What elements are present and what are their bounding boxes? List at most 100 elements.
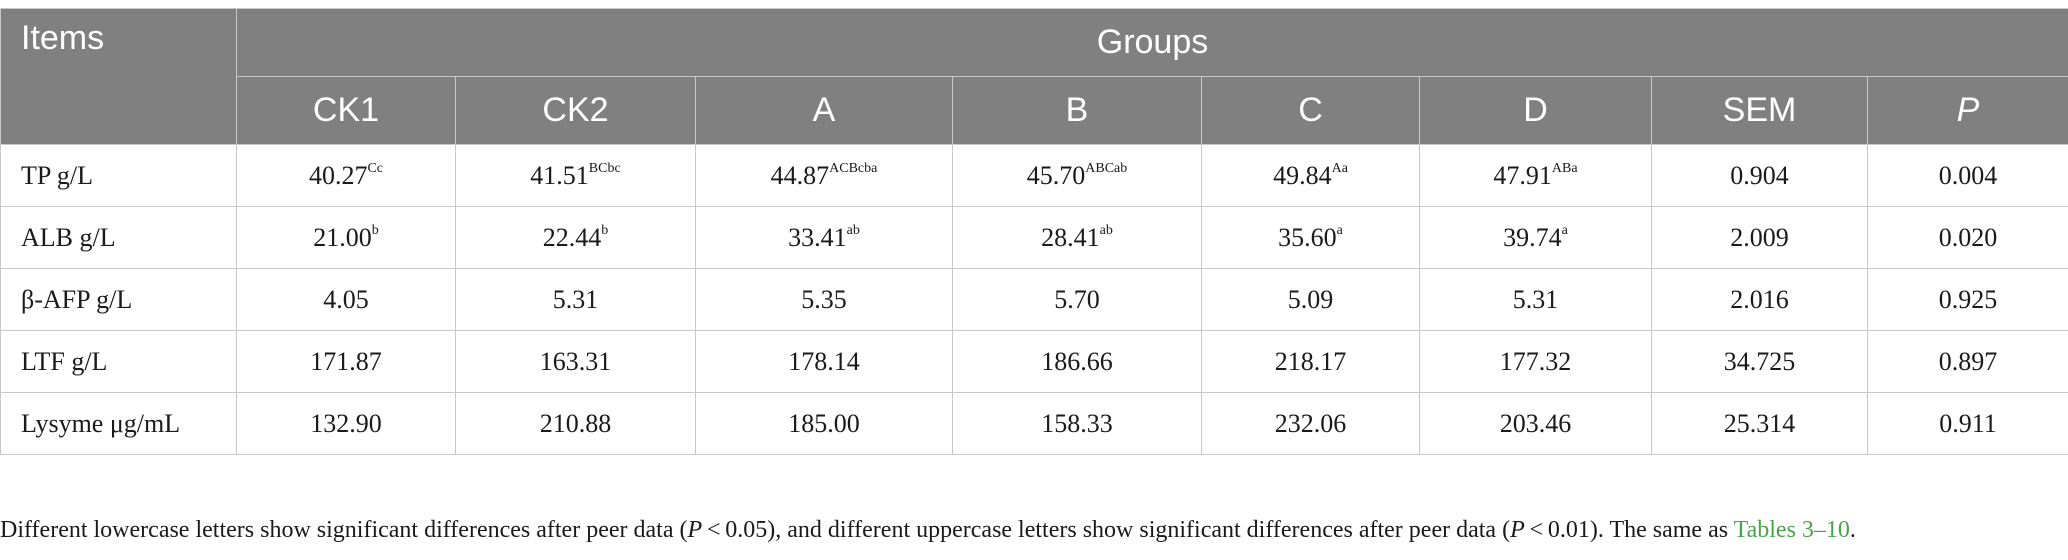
- cell-value: 21.00: [313, 222, 372, 252]
- cell-value: 39.74: [1503, 222, 1562, 252]
- cell-value: 33.41: [788, 222, 847, 252]
- row-label: ALB g/L: [0, 206, 237, 269]
- table-footnote: Different lowercase letters show signifi…: [0, 517, 2068, 544]
- cell-value: 5.70: [1054, 284, 1100, 314]
- results-table-container: Items Groups CK1 CK2 A B C D SEM P TP g/…: [0, 8, 2068, 455]
- cell-value: 25.314: [1723, 408, 1796, 438]
- cell-value: 4.05: [323, 284, 369, 314]
- significance-superscript: BCbc: [588, 160, 621, 176]
- header-row-groups: Items Groups: [0, 8, 2068, 145]
- table-row: β-AFP g/L 4.05 5.31 5.35 5.70 5.09 5.31 2.016 0.…: [0, 268, 2068, 331]
- row-label: β-AFP g/L: [0, 268, 237, 331]
- table-cell: 0.020: [1867, 206, 2068, 269]
- groups-header: Groups: [236, 8, 2068, 77]
- table-cell: 186.66: [952, 330, 1202, 393]
- cell-value: 5.09: [1287, 284, 1334, 314]
- cell-value: 41.51: [530, 160, 589, 190]
- column-header-d: D: [1419, 76, 1652, 145]
- table-cell: 35.60a: [1201, 206, 1420, 269]
- table-cell: 5.31: [455, 268, 696, 331]
- significance-superscript: b: [601, 222, 609, 238]
- table-cell: 47.91ABa: [1419, 144, 1652, 207]
- footnote-p-symbol-1: P: [687, 517, 703, 543]
- significance-superscript: Aa: [1331, 160, 1348, 176]
- table-cell: 5.09: [1201, 268, 1420, 331]
- cell-value: 203.46: [1499, 408, 1572, 438]
- footnote-text-4: .: [1849, 517, 1856, 543]
- cell-value: 44.87: [770, 160, 830, 190]
- table-cell: 218.17: [1201, 330, 1420, 393]
- header-row-columns: CK1 CK2 A B C D SEM P: [1, 76, 2068, 145]
- cell-value: 185.00: [788, 408, 860, 438]
- column-header-ck2: CK2: [455, 76, 696, 145]
- cell-value: 49.84: [1273, 160, 1332, 190]
- cell-value: 47.91: [1493, 160, 1552, 190]
- tables-link[interactable]: Tables 3–10: [1733, 517, 1850, 543]
- significance-superscript: a: [1561, 222, 1568, 238]
- table-cell: 41.51BCbc: [455, 144, 696, 207]
- significance-superscript: ABa: [1551, 160, 1578, 176]
- table-cell: 21.00b: [236, 206, 456, 269]
- table-cell: 39.74a: [1419, 206, 1652, 269]
- cell-value: 5.35: [801, 284, 847, 314]
- row-label: TP g/L: [0, 144, 237, 207]
- cell-value: 2.009: [1730, 222, 1789, 252]
- table-cell: 158.33: [952, 392, 1202, 455]
- cell-value: 0.911: [1939, 408, 1997, 438]
- cell-value: 0.925: [1938, 284, 1998, 314]
- cell-value: 45.70: [1026, 160, 1086, 190]
- column-header-a: A: [695, 76, 953, 145]
- table-row: ALB g/L 21.00b 22.44b 33.41ab 28.41ab 35.60a 3…: [0, 206, 2068, 269]
- table-cell: 45.70ABCab: [952, 144, 1202, 207]
- table-cell: 210.88: [455, 392, 696, 455]
- cell-value: 177.32: [1499, 346, 1572, 376]
- table-cell: 5.70: [952, 268, 1202, 331]
- cell-value: 22.44: [542, 222, 602, 252]
- significance-superscript: Cc: [367, 160, 384, 176]
- table-body: TP g/L 40.27Cc 41.51BCbc 44.87ACBcba 45.70AB…: [0, 144, 2068, 455]
- table-cell: 0.897: [1867, 330, 2068, 393]
- cell-value: 0.904: [1730, 160, 1789, 190]
- table-cell: 0.904: [1651, 144, 1868, 207]
- significance-superscript: ABCab: [1085, 160, 1128, 176]
- table-cell: 34.725: [1651, 330, 1868, 393]
- table-cell: 2.016: [1651, 268, 1868, 331]
- column-header-b: B: [952, 76, 1202, 145]
- table-cell: 25.314: [1651, 392, 1868, 455]
- table-cell: 33.41ab: [695, 206, 953, 269]
- cell-value: 178.14: [788, 346, 860, 376]
- table-cell: 185.00: [695, 392, 953, 455]
- table-cell: 163.31: [455, 330, 696, 393]
- table-cell: 2.009: [1651, 206, 1868, 269]
- table-cell: 171.87: [236, 330, 456, 393]
- cell-value: 186.66: [1041, 346, 1113, 376]
- cell-value: 40.27: [308, 160, 368, 190]
- cell-value: 232.06: [1274, 408, 1347, 438]
- table-cell: 0.925: [1867, 268, 2068, 331]
- footnote-text-2: < 0.05), and different uppercase letters…: [702, 517, 1511, 543]
- table-cell: 4.05: [236, 268, 456, 331]
- column-header-p: P: [1867, 76, 2068, 145]
- significance-superscript: ACBcba: [829, 160, 878, 176]
- table-cell: 40.27Cc: [236, 144, 456, 207]
- table-row: Lysyme μg/mL 132.90 210.88 185.00 158.33 232.…: [0, 392, 2068, 455]
- footnote-text-3: < 0.01). The same as: [1524, 517, 1734, 543]
- cell-value: 218.17: [1274, 346, 1347, 376]
- column-header-ck1: CK1: [236, 76, 456, 145]
- table-row: TP g/L 40.27Cc 41.51BCbc 44.87ACBcba 45.70AB…: [0, 144, 2068, 207]
- table-cell: 0.911: [1867, 392, 2068, 455]
- cell-value: 35.60: [1278, 222, 1337, 252]
- footnote-text-1: Different lowercase letters show signifi…: [0, 517, 688, 543]
- column-header-c: C: [1201, 76, 1420, 145]
- table-cell: 5.35: [695, 268, 953, 331]
- significance-superscript: a: [1336, 222, 1343, 238]
- cell-value: 163.31: [539, 346, 612, 376]
- table-cell: 22.44b: [455, 206, 696, 269]
- cell-value: 132.90: [310, 408, 382, 438]
- footnote-p-symbol-2: P: [1510, 517, 1525, 543]
- table-cell: 5.31: [1419, 268, 1652, 331]
- cell-value: 2.016: [1730, 284, 1789, 314]
- cell-value: 0.897: [1938, 346, 1998, 376]
- significance-superscript: ab: [846, 222, 860, 238]
- table-cell: 132.90: [236, 392, 456, 455]
